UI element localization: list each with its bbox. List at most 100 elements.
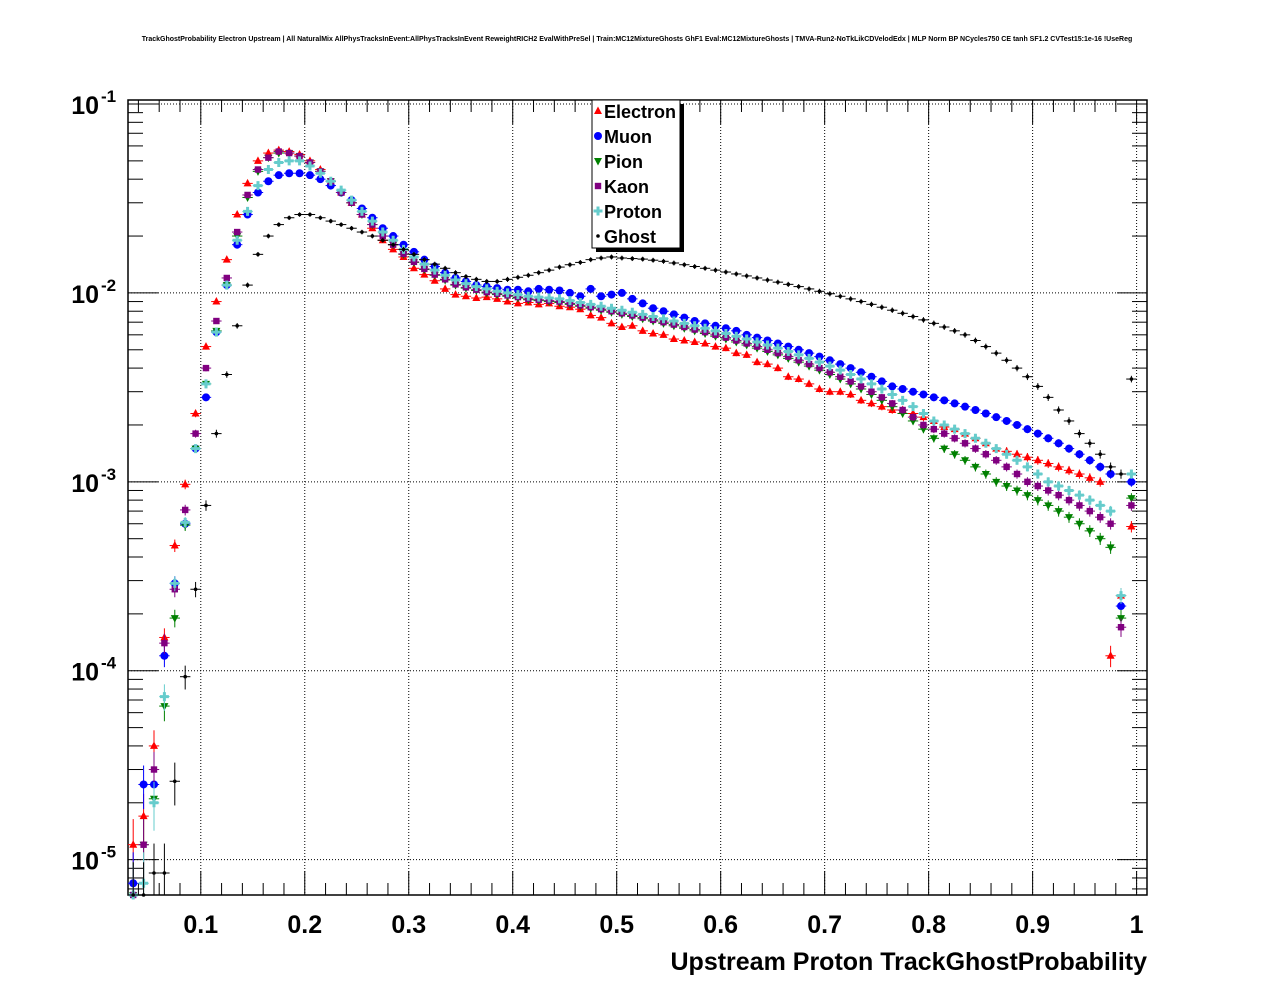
data-point xyxy=(409,263,418,272)
data-point xyxy=(503,297,512,305)
data-point xyxy=(243,178,252,187)
data-point xyxy=(701,338,710,347)
data-point xyxy=(742,334,752,344)
data-point xyxy=(651,258,655,262)
data-point xyxy=(276,222,281,227)
data-point xyxy=(929,393,938,402)
data-point xyxy=(253,156,262,164)
data-point xyxy=(669,334,678,343)
data-point xyxy=(451,290,460,298)
data-point xyxy=(253,188,262,197)
chart-title: TrackGhostProbability Electron Upstream … xyxy=(142,36,1133,43)
data-point xyxy=(211,327,221,337)
data-point xyxy=(805,360,813,368)
data-point xyxy=(961,457,970,465)
data-point xyxy=(627,307,637,317)
data-point xyxy=(1086,507,1094,515)
data-point xyxy=(762,340,772,350)
data-point xyxy=(682,262,687,267)
data-point xyxy=(679,318,689,328)
data-point xyxy=(846,364,855,373)
data-point xyxy=(336,185,346,195)
data-point xyxy=(1045,487,1052,494)
data-point xyxy=(628,321,637,329)
data-point xyxy=(669,310,678,319)
data-point xyxy=(586,284,595,293)
data-point xyxy=(410,258,418,266)
data-point xyxy=(401,247,406,252)
data-point xyxy=(951,435,958,442)
y-tick-exponent: -1 xyxy=(101,87,116,106)
data-point xyxy=(659,330,668,338)
data-point xyxy=(630,256,635,261)
data-point xyxy=(430,276,439,284)
data-point xyxy=(763,359,772,368)
data-point xyxy=(495,279,499,284)
x-tick-label: 0.5 xyxy=(599,911,634,939)
data-point xyxy=(1055,491,1062,499)
data-point xyxy=(536,270,541,275)
data-point xyxy=(950,424,960,434)
data-point xyxy=(826,369,834,376)
data-point xyxy=(1033,497,1042,505)
data-point xyxy=(669,316,679,326)
y-tick-base: 10 xyxy=(71,92,99,120)
legend: Electron Muon Pion Kaon Proton Ghost xyxy=(591,99,684,252)
data-point xyxy=(222,280,232,290)
data-point xyxy=(899,406,906,414)
data-point xyxy=(994,351,999,355)
data-point xyxy=(638,299,647,308)
data-point xyxy=(680,335,689,344)
data-point xyxy=(159,692,169,702)
data-point xyxy=(721,328,731,338)
data-point xyxy=(295,169,304,178)
data-point xyxy=(316,175,325,184)
data-point xyxy=(942,325,947,329)
data-point xyxy=(204,503,208,508)
data-point xyxy=(856,374,866,384)
legend-marker xyxy=(593,206,603,216)
x-tick-label: 0.2 xyxy=(287,911,322,939)
data-point xyxy=(534,284,543,293)
data-point xyxy=(755,276,759,280)
data-point xyxy=(1064,485,1074,495)
data-point xyxy=(131,893,135,897)
data-point xyxy=(1085,473,1094,481)
data-point xyxy=(472,293,481,301)
data-point xyxy=(1023,492,1032,500)
data-point xyxy=(911,314,915,319)
data-point xyxy=(202,364,210,372)
data-point xyxy=(461,279,471,289)
data-point xyxy=(370,234,375,238)
data-point xyxy=(658,314,668,324)
y-tick-exponent: -4 xyxy=(101,654,117,673)
data-point xyxy=(950,399,959,408)
data-point xyxy=(878,394,886,401)
data-point xyxy=(773,339,782,348)
data-point xyxy=(857,395,866,404)
legend-label: Muon xyxy=(604,127,652,147)
data-point xyxy=(970,433,980,443)
data-point xyxy=(162,871,167,875)
data-point xyxy=(223,274,230,282)
data-point xyxy=(734,272,739,276)
data-point xyxy=(1065,514,1074,522)
data-point xyxy=(703,266,707,271)
data-point xyxy=(921,318,926,322)
data-point xyxy=(1085,495,1095,505)
data-point xyxy=(617,288,626,297)
data-point xyxy=(607,318,616,327)
data-point xyxy=(732,348,741,357)
data-point xyxy=(971,406,980,415)
data-point xyxy=(805,379,814,387)
data-point xyxy=(380,238,385,243)
data-point xyxy=(274,158,284,168)
data-point xyxy=(523,291,533,301)
legend-label: Kaon xyxy=(604,177,649,197)
data-point xyxy=(244,191,251,199)
data-point xyxy=(357,206,367,216)
data-point xyxy=(724,270,728,274)
data-point xyxy=(991,444,1001,454)
data-point xyxy=(963,333,967,337)
